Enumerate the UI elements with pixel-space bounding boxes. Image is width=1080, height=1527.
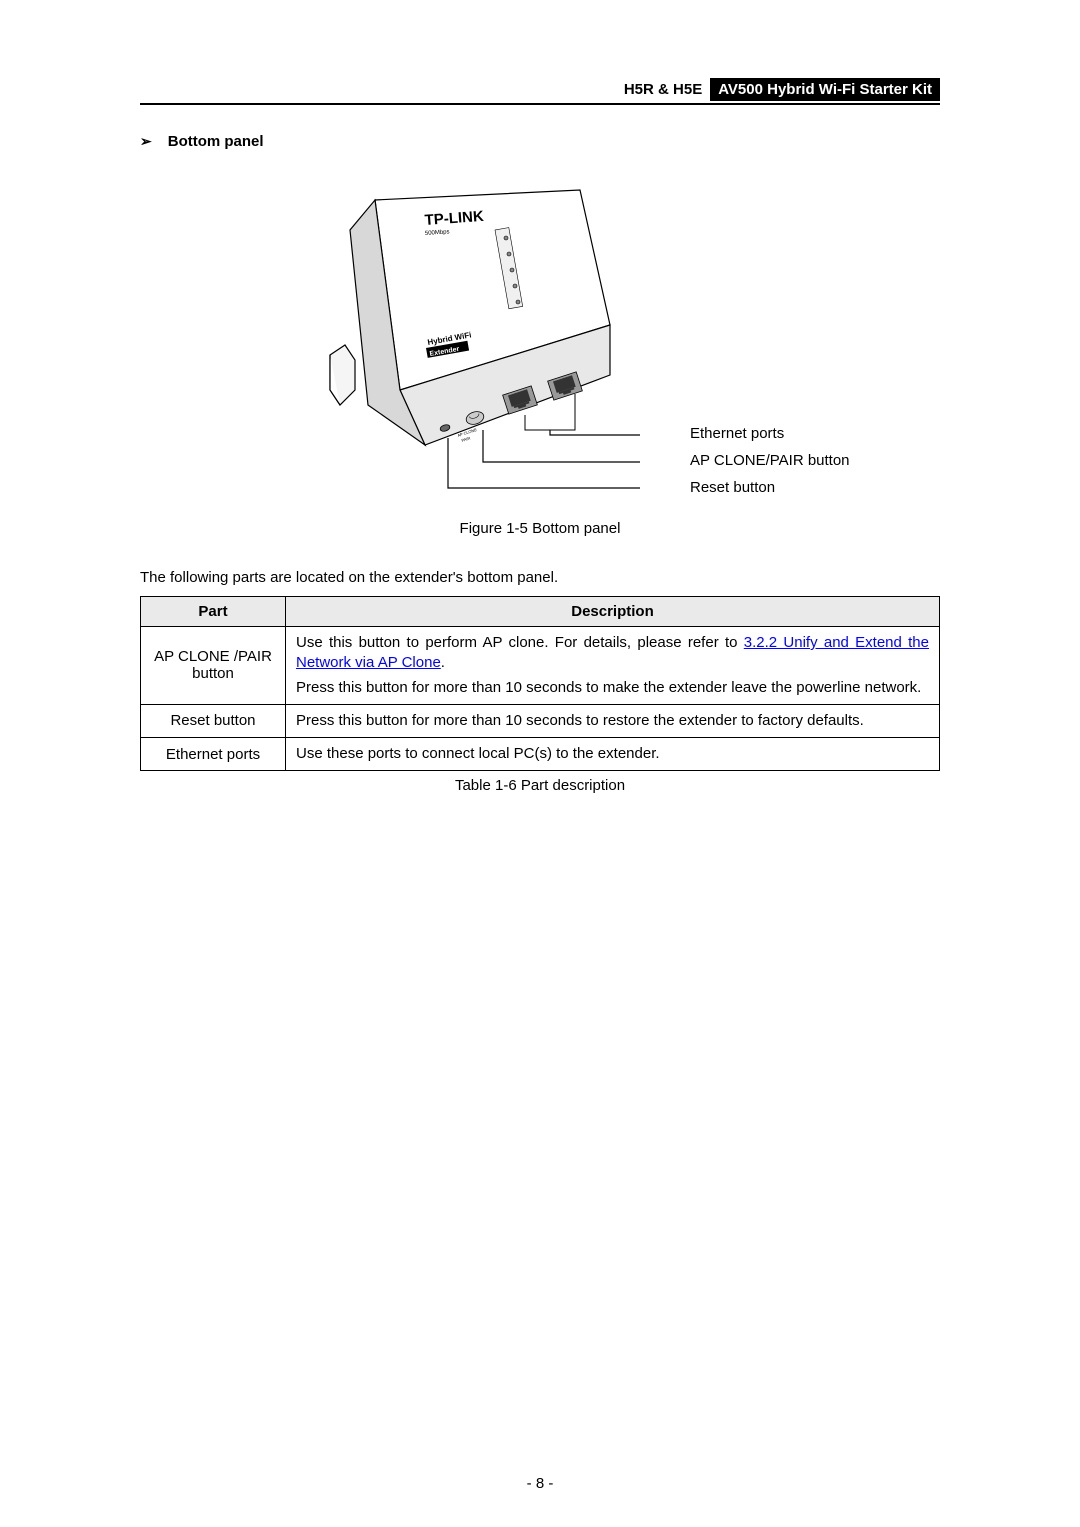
document-header: H5R & H5E AV500 Hybrid Wi-Fi Starter Kit [140, 78, 940, 105]
page-number: - 8 - [0, 1475, 1080, 1492]
desc-text: . [441, 654, 445, 671]
parts-table: Part Description AP CLONE /PAIR button U… [140, 596, 940, 771]
product-label: AV500 Hybrid Wi-Fi Starter Kit [710, 78, 940, 101]
table-row: AP CLONE /PAIR button Use this button to… [141, 627, 940, 705]
part-description: Press this button for more than 10 secon… [286, 704, 940, 737]
table-header-row: Part Description [141, 597, 940, 627]
desc-text: Use this button to perform AP clone. For… [296, 634, 744, 651]
table-row: Ethernet ports Use these ports to connec… [141, 738, 940, 771]
section-heading: ➢ Bottom panel [140, 133, 940, 150]
model-label: H5R & H5E [624, 81, 710, 98]
desc-text: Press this button for more than 10 secon… [296, 678, 929, 698]
part-description: Use these ports to connect local PC(s) t… [286, 738, 940, 771]
table-caption: Table 1-6 Part description [140, 777, 940, 794]
section-title: Bottom panel [168, 133, 264, 150]
annotation-ethernet: Ethernet ports [690, 425, 784, 442]
intro-text: The following parts are located on the e… [140, 569, 940, 586]
device-illustration: TP-LINK 500Mbps Hybrid WiFi Extender AP … [320, 180, 640, 490]
header-part: Part [141, 597, 286, 627]
part-name: Reset button [141, 704, 286, 737]
bullet-icon: ➢ [140, 133, 152, 150]
figure-container: TP-LINK 500Mbps Hybrid WiFi Extender AP … [140, 180, 940, 530]
annotation-apclone: AP CLONE/PAIR button [690, 452, 850, 469]
part-name: AP CLONE /PAIR button [141, 627, 286, 705]
table-row: Reset button Press this button for more … [141, 704, 940, 737]
part-name: Ethernet ports [141, 738, 286, 771]
header-description: Description [286, 597, 940, 627]
part-description: Use this button to perform AP clone. For… [286, 627, 940, 705]
annotation-reset: Reset button [690, 479, 775, 496]
